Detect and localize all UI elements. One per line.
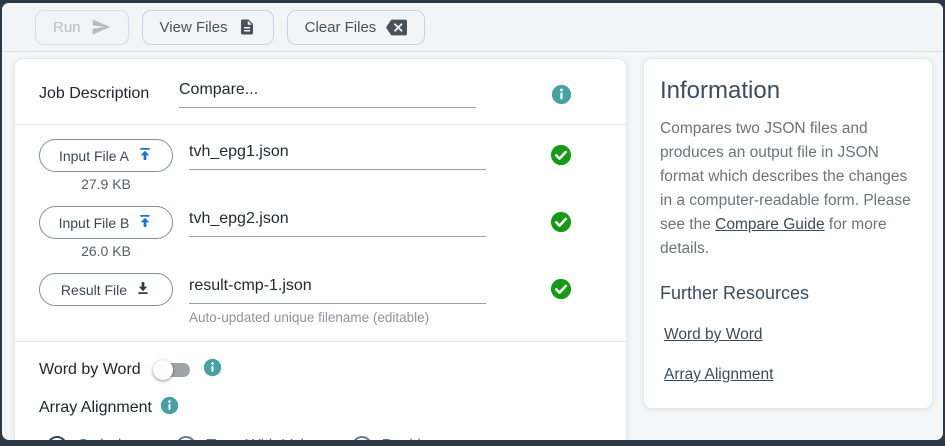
app-window: Run View Files Clear Files Job Descripti… bbox=[2, 3, 943, 440]
check-circle-icon bbox=[550, 211, 572, 237]
word-by-word-label: Word by Word bbox=[39, 361, 141, 378]
info-icon bbox=[551, 84, 572, 109]
radio-position[interactable]: Position bbox=[351, 436, 439, 440]
run-button-label: Run bbox=[53, 18, 81, 36]
input-file-b-status bbox=[550, 206, 602, 238]
description-text: for more details. bbox=[660, 216, 887, 257]
download-icon bbox=[135, 280, 151, 299]
radio-button-icon bbox=[351, 436, 372, 440]
divider bbox=[15, 124, 626, 125]
input-file-a-button[interactable]: Input File A bbox=[39, 139, 173, 172]
check-circle-icon bbox=[550, 278, 572, 304]
array-alignment-row: Array Alignment bbox=[35, 382, 606, 420]
info-icon[interactable] bbox=[160, 396, 179, 420]
input-file-b-filename[interactable] bbox=[189, 208, 486, 237]
view-files-button-label: View Files bbox=[159, 18, 228, 36]
check-circle-icon bbox=[550, 144, 572, 170]
result-file-status bbox=[550, 273, 602, 305]
job-form-card: Job Description Input File A bbox=[14, 58, 627, 440]
information-panel: Information Compares two JSON files and … bbox=[643, 58, 933, 409]
info-icon[interactable] bbox=[203, 358, 222, 382]
job-description-input[interactable] bbox=[179, 79, 476, 108]
toggle-knob bbox=[152, 360, 173, 380]
document-icon bbox=[238, 18, 256, 36]
input-file-a-row: Input File A 27.9 KB bbox=[35, 125, 606, 192]
run-button[interactable]: Run bbox=[35, 9, 129, 45]
array-alignment-link[interactable]: Array Alignment bbox=[664, 366, 774, 383]
job-description-label: Job Description bbox=[39, 85, 150, 102]
compare-guide-link[interactable]: Compare Guide bbox=[715, 216, 825, 233]
input-file-b-button-label: Input File B bbox=[58, 214, 130, 231]
word-by-word-link[interactable]: Word by Word bbox=[664, 326, 763, 343]
backspace-icon bbox=[386, 17, 408, 38]
input-file-b-row: Input File B 26.0 KB bbox=[35, 192, 606, 259]
array-alignment-options: Orderless Type With Value Position bbox=[35, 420, 606, 440]
upload-icon bbox=[137, 213, 153, 232]
radio-position-label: Position bbox=[382, 437, 439, 440]
resource-link-item: Array Alignment bbox=[660, 344, 908, 384]
toolbar: Run View Files Clear Files bbox=[2, 3, 943, 52]
result-file-row: Result File Auto-updated unique filename… bbox=[35, 259, 606, 325]
result-file-helper-text: Auto-updated unique filename (editable) bbox=[189, 310, 430, 325]
input-file-a-status bbox=[550, 139, 602, 171]
main-content: Job Description Input File A bbox=[2, 52, 943, 440]
divider bbox=[15, 341, 626, 342]
input-file-a-filename[interactable] bbox=[189, 141, 486, 170]
job-description-row: Job Description bbox=[35, 73, 606, 124]
send-icon bbox=[91, 17, 111, 37]
resource-link-item: Word by Word bbox=[660, 304, 908, 344]
result-file-button-label: Result File bbox=[60, 281, 128, 298]
information-description: Compares two JSON files and produces an … bbox=[660, 117, 922, 261]
input-file-a-size: 27.9 KB bbox=[81, 176, 131, 192]
word-by-word-toggle[interactable] bbox=[152, 360, 191, 380]
radio-button-icon bbox=[176, 436, 197, 440]
further-resources-title: Further Resources bbox=[660, 283, 810, 303]
clear-files-button-label: Clear Files bbox=[304, 18, 377, 36]
radio-orderless[interactable]: Orderless bbox=[47, 436, 146, 440]
array-alignment-label: Array Alignment bbox=[39, 399, 152, 416]
result-file-filename[interactable] bbox=[189, 275, 486, 304]
input-file-b-button[interactable]: Input File B bbox=[39, 206, 173, 239]
information-title: Information bbox=[660, 77, 781, 104]
word-by-word-row: Word by Word bbox=[35, 342, 606, 382]
description-text: Compares two JSON files and produces an … bbox=[660, 120, 911, 233]
clear-files-button[interactable]: Clear Files bbox=[286, 9, 426, 45]
result-file-button[interactable]: Result File bbox=[39, 273, 173, 306]
input-file-a-button-label: Input File A bbox=[58, 147, 130, 164]
job-description-info[interactable] bbox=[551, 79, 602, 110]
input-file-b-size: 26.0 KB bbox=[81, 243, 131, 259]
radio-type-with-value[interactable]: Type With Value bbox=[176, 436, 322, 440]
radio-orderless-label: Orderless bbox=[77, 437, 146, 440]
view-files-button[interactable]: View Files bbox=[141, 9, 274, 45]
radio-button-icon bbox=[47, 436, 67, 440]
upload-icon bbox=[137, 146, 153, 165]
radio-type-with-value-label: Type With Value bbox=[206, 437, 321, 440]
